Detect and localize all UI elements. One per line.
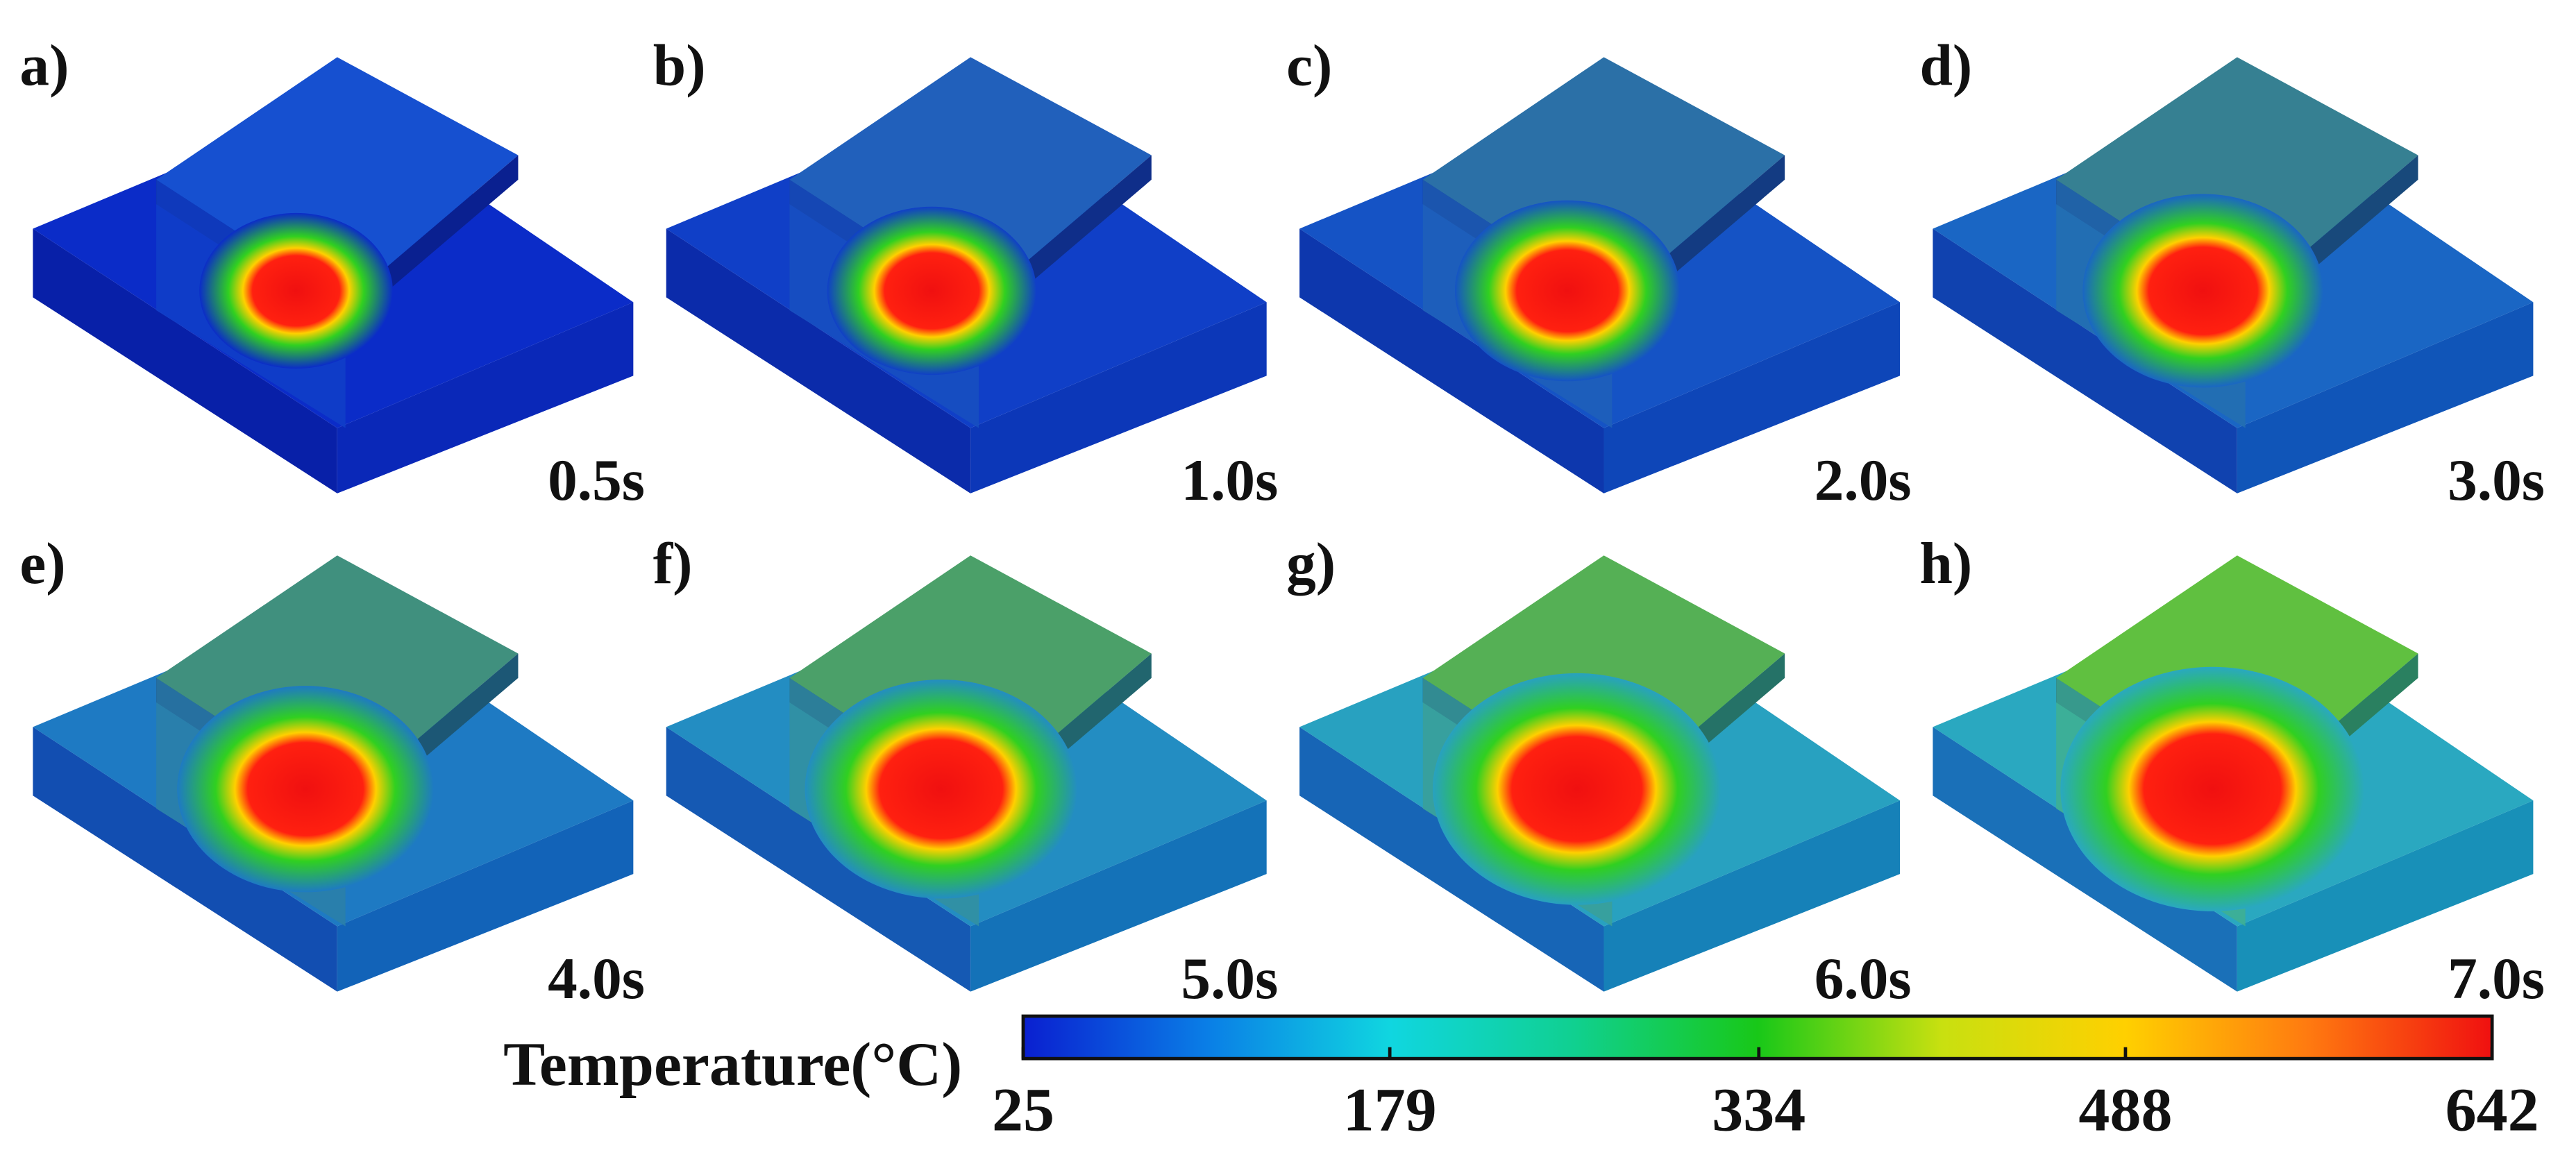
panel-time: 5.0s [1181, 946, 1278, 1011]
heat-zone [2060, 666, 2365, 911]
panels: a) 0.5s b) 1.0s c) 2.0s d) 3.0s e) 4.0s f) 5.0s g) 6.… [19, 33, 2545, 1011]
panel: c) 2.0s [1286, 33, 1911, 513]
panel-time: 2.0s [1815, 448, 1912, 513]
slab-front [1299, 228, 1604, 494]
panel-label: f) [653, 531, 693, 596]
rib-top [1422, 57, 1785, 303]
panel-label: d) [1919, 33, 1972, 99]
panel-time: 4.0s [548, 946, 645, 1011]
panel-label: g) [1286, 531, 1336, 596]
panel: g) 6.0s [1286, 531, 1911, 1011]
slab-right [1603, 302, 1901, 494]
panel-label: a) [19, 33, 69, 99]
panel-label: c) [1286, 33, 1332, 99]
panel: f) 5.0s [653, 531, 1278, 1011]
colorbar-tick-label: 488 [2078, 1076, 2172, 1145]
rib-top [156, 57, 519, 303]
slab-front [33, 727, 337, 992]
heat-zone [1432, 673, 1721, 905]
panel: d) 3.0s [1919, 33, 2544, 513]
panel: a) 0.5s [19, 33, 644, 513]
heat-zone [199, 212, 393, 369]
heat-zone [805, 680, 1078, 899]
slab-right [337, 302, 634, 494]
rib-top [2056, 57, 2418, 303]
slab-right [970, 302, 1267, 494]
rib-top [789, 555, 1152, 801]
slab-front [1933, 727, 2237, 992]
heat-zone [1454, 200, 1681, 382]
slab-right [2237, 302, 2534, 494]
panel-time: 0.5s [548, 448, 645, 513]
panel-time: 1.0s [1181, 448, 1278, 513]
panel: b) 1.0s [653, 33, 1278, 513]
heat-zone [827, 206, 1036, 376]
colorbar-tick-label: 334 [1712, 1076, 1805, 1145]
panel-label: b) [653, 33, 706, 99]
colorbar-tick-label: 642 [2445, 1076, 2539, 1145]
panel-label: e) [19, 531, 65, 596]
panel-time: 6.0s [1815, 946, 1912, 1011]
panel: h) 7.0s [1919, 531, 2544, 1011]
slab-front [1933, 228, 2237, 494]
slab-front [666, 727, 971, 992]
slab-right [1603, 800, 1901, 992]
slab-front [1299, 727, 1604, 992]
colorbar-title: Temperature(°C) [503, 1030, 962, 1099]
heat-zone [177, 686, 434, 893]
rib-top [156, 555, 519, 801]
colorbar: Temperature(°C) 25 179 334 488 642 [503, 1014, 2539, 1145]
slab-front [666, 228, 971, 494]
slab-right [2237, 800, 2534, 992]
panel-label: h) [1919, 531, 1972, 596]
slab-right [337, 800, 634, 992]
colorbar-tick-label: 25 [992, 1076, 1054, 1145]
panel: e) 4.0s [19, 531, 644, 1011]
panel-time: 3.0s [2448, 448, 2545, 513]
rib-top [789, 57, 1152, 303]
panel-time: 7.0s [2448, 946, 2545, 1011]
slab-right [970, 800, 1267, 992]
slab-front [33, 228, 337, 494]
heat-zone [2082, 194, 2324, 388]
colorbar-tick-label: 179 [1343, 1076, 1437, 1145]
